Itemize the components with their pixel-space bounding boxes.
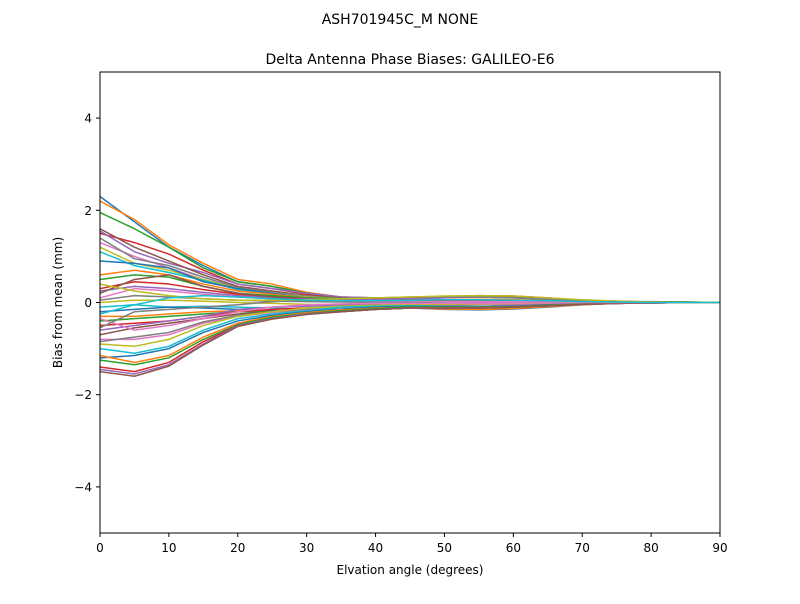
x-tick-label: 90 [712, 541, 727, 555]
x-axis-label: Elvation angle (degrees) [337, 563, 484, 577]
chart-title: Delta Antenna Phase Biases: GALILEO-E6 [265, 52, 554, 68]
series-layer [100, 195, 720, 378]
series-line-4 [100, 232, 720, 304]
x-tick-label: 20 [230, 541, 245, 555]
series-line-32 [100, 301, 720, 364]
y-tick-label: 2 [84, 204, 92, 218]
x-tick-label: 50 [437, 541, 452, 555]
x-tick-label: 60 [506, 541, 521, 555]
y-axis-ticks: −4 −2 0 2 4 [74, 112, 100, 494]
x-tick-label: 80 [643, 541, 658, 555]
x-axis-ticks: 0 10 20 30 40 50 60 70 80 90 [96, 533, 728, 555]
y-axis-label: Bias from mean (mm) [51, 237, 65, 368]
x-tick-label: 0 [96, 541, 104, 555]
y-tick-label: 4 [84, 112, 92, 126]
series-line-39 [100, 283, 720, 304]
series-line-1 [100, 195, 720, 304]
y-tick-label: −2 [74, 388, 92, 402]
x-tick-label: 70 [575, 541, 590, 555]
y-tick-label: 0 [84, 296, 92, 310]
series-line-35 [100, 301, 720, 375]
series-line-9 [100, 246, 720, 304]
series-line-36 [100, 301, 720, 378]
y-tick-label: −4 [74, 480, 92, 494]
figure-suptitle: ASH701945C_M NONE [322, 12, 479, 28]
x-tick-label: 30 [299, 541, 314, 555]
x-tick-label: 40 [368, 541, 383, 555]
series-line-40 [100, 294, 720, 315]
x-tick-label: 10 [161, 541, 176, 555]
